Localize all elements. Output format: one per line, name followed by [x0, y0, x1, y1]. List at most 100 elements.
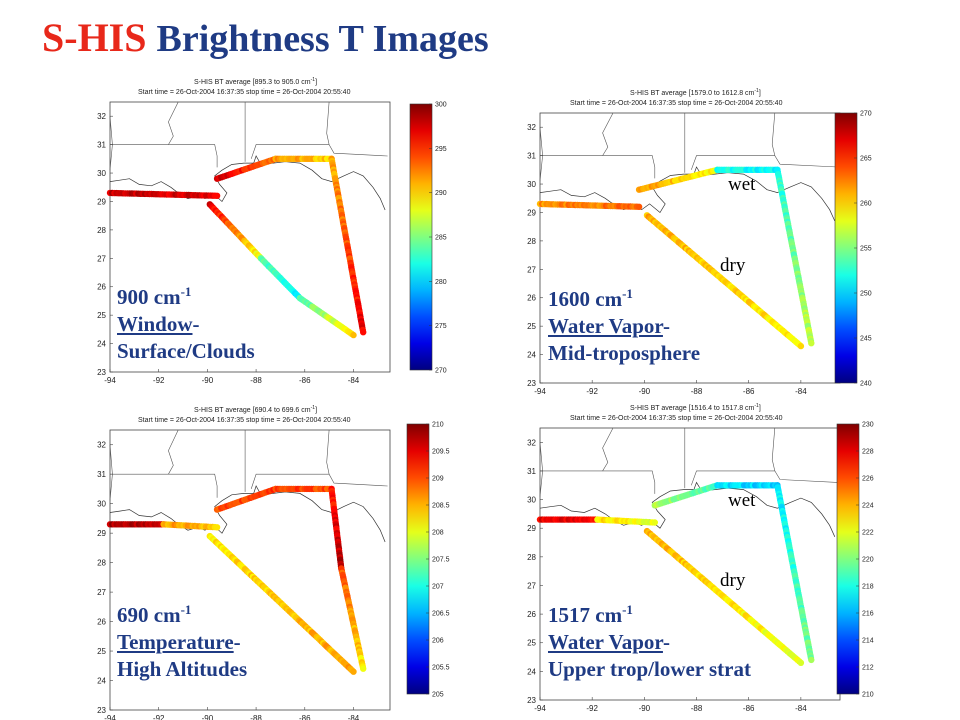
- colorbar-tick-label: 206: [432, 638, 444, 645]
- y-tick-label: 32: [527, 438, 536, 447]
- chart-header-1: S-HIS BT average [1516.4 to 1517.8 cm-1]: [630, 403, 761, 412]
- colorbar-tick-label: 209: [432, 476, 444, 483]
- y-tick-label: 25: [527, 639, 536, 648]
- colorbar-tick-label: 285: [435, 235, 447, 242]
- state-boundary: [168, 473, 218, 498]
- x-tick-label: -94: [534, 704, 546, 713]
- state-boundary: [602, 155, 656, 179]
- caption-term-suffix: -: [662, 314, 670, 338]
- y-tick-label: 28: [527, 553, 536, 562]
- chart-svg: S-HIS BT average [690.4 to 699.6 cm-1] St…: [97, 405, 450, 720]
- colorbar-tick-label: 208.5: [432, 503, 450, 510]
- x-tick-label: -90: [639, 387, 651, 396]
- title-acronym: S-HIS: [42, 15, 147, 60]
- colorbar-tick-label: 220: [862, 557, 874, 564]
- state-boundary: [328, 144, 388, 157]
- y-tick-label: 28: [97, 226, 106, 235]
- y-tick-label: 31: [97, 141, 106, 150]
- title-rest: Brightness T Images: [156, 18, 489, 60]
- caption-exponent: -1: [180, 284, 192, 299]
- colorbar-tick-label: 275: [435, 323, 447, 330]
- page-title: S-HIS Brightness T Images: [42, 10, 489, 67]
- x-tick-label: -94: [534, 387, 546, 396]
- x-tick-label: -90: [202, 714, 214, 720]
- caption-line3: Upper trop/lower strat: [548, 657, 751, 681]
- x-tick-label: -92: [586, 704, 598, 713]
- colorbar-tick-label: 265: [860, 156, 872, 163]
- colorbar-tick-label: 300: [435, 102, 447, 109]
- caption-wavenumber: 690 cm: [117, 603, 181, 627]
- annotation-wet: wet: [728, 490, 756, 511]
- y-tick-label: 30: [97, 500, 106, 509]
- colorbar-tick-label: 270: [860, 111, 872, 118]
- caption-line3: High Altitudes: [117, 657, 248, 681]
- chart-panel-1517: S-HIS BT average [1516.4 to 1517.8 cm-1]…: [430, 400, 874, 713]
- caption-term: Temperature: [117, 630, 234, 654]
- x-tick-label: -88: [250, 714, 262, 720]
- y-tick-label: 23: [97, 706, 106, 715]
- x-tick-label: -86: [743, 387, 755, 396]
- chart-header-1: S-HIS BT average [1579.0 to 1612.8 cm-1]: [630, 88, 761, 97]
- annotation-wet: wet: [728, 174, 756, 195]
- panel-caption: 900 cm-1 Window- Surface/Clouds: [117, 278, 255, 365]
- y-tick-label: 29: [527, 208, 536, 217]
- chart-panel-690: S-HIS BT average [690.4 to 699.6 cm-1] St…: [0, 400, 450, 720]
- state-boundary: [250, 429, 330, 489]
- y-tick-label: 27: [527, 265, 536, 274]
- flight-track-point: [797, 342, 805, 350]
- colorbar-tick-label: 210: [862, 692, 874, 699]
- y-tick-label: 25: [527, 322, 536, 331]
- y-tick-label: 32: [527, 123, 536, 132]
- caption-exponent: -1: [622, 286, 633, 301]
- y-tick-label: 29: [97, 529, 106, 538]
- y-tick-label: 30: [97, 169, 106, 178]
- colorbar-tick-label: 222: [862, 530, 874, 537]
- y-tick-label: 28: [97, 559, 106, 568]
- caption-line3: Surface/Clouds: [117, 339, 255, 363]
- flight-track-point: [651, 519, 658, 526]
- y-tick-label: 31: [527, 467, 536, 476]
- colorbar-tick-label: 295: [435, 146, 447, 153]
- y-tick-label: 26: [97, 283, 106, 292]
- x-tick-label: -88: [691, 387, 703, 396]
- colorbar-tick-label: 280: [435, 279, 447, 286]
- colorbar-tick-label: 250: [860, 291, 872, 298]
- y-tick-label: 27: [527, 581, 536, 590]
- chart-svg: S-HIS BT average [1579.0 to 1612.8 cm-1]…: [527, 88, 872, 396]
- flight-track-point: [350, 331, 357, 339]
- x-tick-label: -90: [639, 704, 651, 713]
- caption-exponent: -1: [180, 602, 192, 617]
- x-tick-label: -94: [104, 376, 116, 385]
- x-tick-label: -84: [795, 704, 807, 713]
- panel-caption: 1517 cm-1 Water Vapor- Upper trop/lower st…: [548, 596, 751, 683]
- y-tick-label: 32: [97, 441, 106, 450]
- caption-term-suffix: -: [662, 630, 670, 654]
- colorbar-tick-label: 216: [862, 611, 874, 618]
- y-tick-label: 25: [97, 311, 106, 320]
- chart-panel-900: S-HIS BT average [895.3 to 905.0 cm-1] St…: [0, 72, 447, 385]
- y-tick-label: 28: [527, 237, 536, 246]
- y-tick-label: 31: [97, 470, 106, 479]
- flight-track-point: [350, 668, 357, 675]
- y-tick-label: 27: [97, 588, 106, 597]
- x-tick-label: -92: [586, 387, 598, 396]
- chart-header-1: S-HIS BT average [895.3 to 905.0 cm-1]: [194, 77, 317, 86]
- flight-track-point: [213, 192, 221, 199]
- caption-term: Water Vapor: [548, 630, 663, 654]
- chart-header-2: Start time = 26-Oct-2004 16:37:35 stop t…: [138, 89, 351, 96]
- caption-exponent: -1: [622, 602, 633, 617]
- state-boundary: [540, 112, 614, 156]
- state-boundary: [774, 155, 838, 168]
- colorbar-tick-label: 205.5: [432, 665, 450, 672]
- chart-header-2: Start time = 26-Oct-2004 16:37:35 stop t…: [570, 415, 783, 422]
- x-tick-label: -86: [743, 704, 755, 713]
- x-tick-label: -92: [153, 376, 165, 385]
- y-tick-label: 24: [97, 677, 106, 686]
- flight-track-point: [635, 203, 643, 210]
- colorbar: [836, 423, 860, 695]
- flight-track-point: [213, 524, 221, 531]
- y-tick-label: 32: [97, 112, 106, 121]
- y-tick-label: 26: [527, 610, 536, 619]
- chart-svg: S-HIS BT average [895.3 to 905.0 cm-1] St…: [97, 77, 447, 385]
- colorbar-tick-label: 207: [432, 584, 444, 591]
